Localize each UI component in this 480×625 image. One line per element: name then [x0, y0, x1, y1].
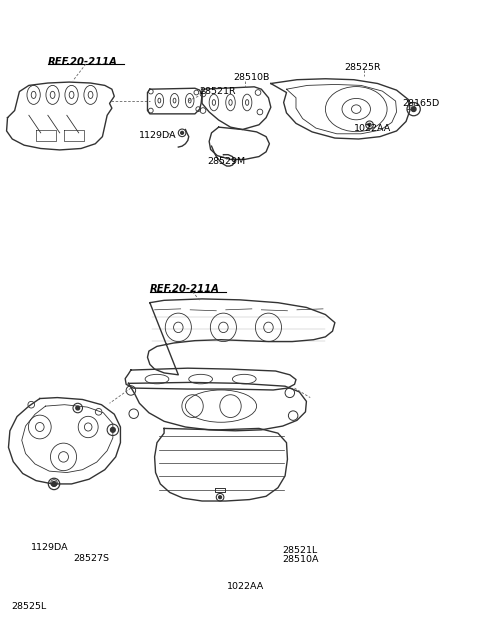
Text: 28521R: 28521R [200, 87, 236, 96]
Text: 28510A: 28510A [283, 556, 319, 564]
Circle shape [368, 123, 371, 126]
Text: 1022AA: 1022AA [354, 124, 391, 132]
Text: 1022AA: 1022AA [227, 582, 264, 591]
Circle shape [110, 428, 115, 432]
Circle shape [411, 107, 416, 111]
Text: 1129DA: 1129DA [31, 542, 69, 551]
Text: REF.20-211A: REF.20-211A [48, 57, 118, 67]
Text: REF.20-211A: REF.20-211A [150, 284, 220, 294]
Text: 28527S: 28527S [73, 554, 109, 563]
Circle shape [52, 481, 56, 486]
Text: 28510B: 28510B [233, 73, 269, 82]
Text: 28165D: 28165D [402, 99, 440, 108]
Text: 1129DA: 1129DA [139, 131, 177, 140]
Text: 28525L: 28525L [12, 602, 47, 611]
Circle shape [180, 131, 183, 134]
Circle shape [219, 496, 221, 499]
Text: 28529M: 28529M [208, 157, 246, 166]
Circle shape [76, 406, 80, 410]
Text: 28525R: 28525R [344, 63, 381, 72]
Text: 28521L: 28521L [283, 546, 318, 555]
